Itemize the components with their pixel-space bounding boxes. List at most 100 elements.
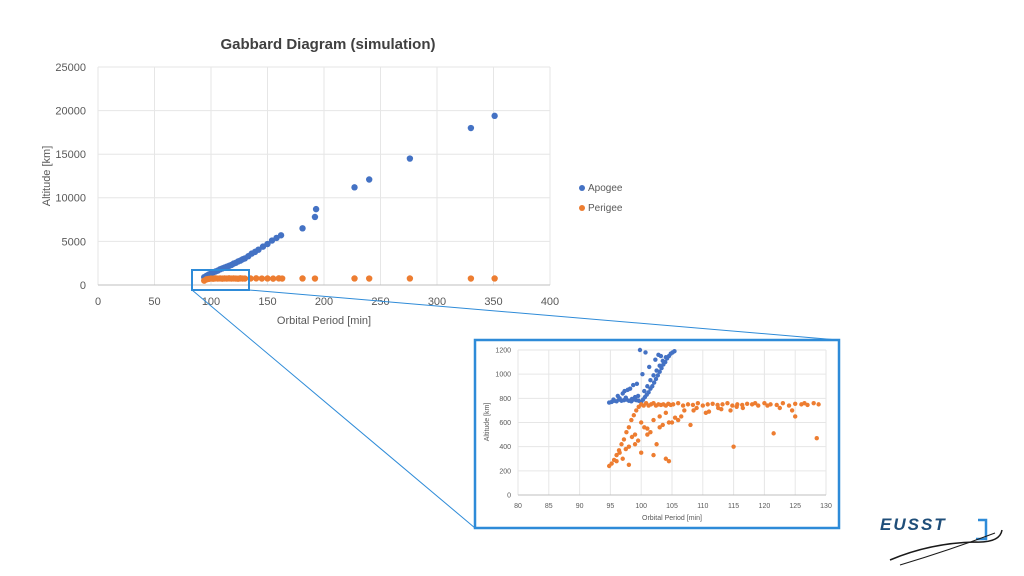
eusst-logo-swoosh-2	[899, 532, 996, 566]
eusst-logo-text: EUSST	[880, 515, 947, 534]
inset-point-perigee	[657, 425, 662, 430]
inset-point-perigee	[663, 410, 669, 416]
inset-point-perigee	[802, 400, 807, 406]
inset-point-perigee	[651, 417, 656, 423]
main-x-tick-label: 0	[95, 296, 101, 308]
inset-point-perigee	[632, 432, 638, 437]
eusst-logo: EUSST	[880, 515, 1003, 566]
inset-point-apogee	[634, 381, 640, 387]
inset-point-apogee	[663, 355, 669, 360]
inset-frame	[473, 338, 841, 530]
main-point-perigee	[366, 275, 373, 282]
inset-point-apogee	[655, 373, 661, 378]
inset-point-apogee	[627, 386, 633, 391]
inset-point-perigee	[756, 403, 761, 408]
legend-perigee-marker	[579, 205, 585, 211]
main-x-ticks: 0 50 100 150 200 250 300 350 400	[95, 296, 559, 308]
main-grid	[97, 66, 551, 286]
inset-point-apogee	[642, 388, 647, 394]
main-point-perigee	[278, 275, 286, 282]
inset-point-perigee	[771, 431, 776, 436]
inset-point-perigee	[626, 462, 632, 467]
inset-y-axis-label: Altitude [km]	[484, 403, 491, 442]
inset-point-perigee	[669, 420, 675, 425]
main-point-perigee	[241, 275, 249, 282]
main-point-perigee	[299, 275, 306, 282]
inset-x-tick-label: 110	[697, 503, 708, 510]
main-point-perigee	[406, 275, 414, 282]
inset-point-perigee	[734, 404, 739, 409]
inset-point-perigee	[793, 401, 798, 406]
inset-point-perigee	[648, 429, 653, 435]
inset-point-perigee	[690, 402, 696, 408]
inset-point-apogee	[630, 382, 636, 388]
inset-y-tick-label: 400	[499, 444, 511, 451]
inset-point-apogee	[656, 352, 661, 358]
inset-point-perigee	[679, 414, 684, 419]
main-point-apogee	[255, 246, 262, 253]
main-point-perigee	[311, 275, 319, 282]
main-x-tick-label: 300	[428, 296, 446, 308]
inset-point-apogee	[615, 393, 620, 399]
eusst-logo-bracket	[976, 518, 988, 541]
inset-point-perigee	[725, 400, 730, 406]
inset-point-perigee	[666, 458, 672, 464]
inset-x-tick-label: 130	[820, 503, 832, 510]
inset-point-apogee	[648, 378, 653, 383]
inset-point-apogee	[611, 397, 616, 402]
main-point-perigee	[253, 275, 260, 282]
main-y-tick-label: 5000	[62, 236, 86, 248]
inset-x-tick-label: 90	[576, 503, 584, 510]
legend: Apogee Perigee	[579, 183, 623, 214]
inset-y-tick-label: 600	[499, 420, 511, 427]
inset-point-apogee	[645, 384, 650, 389]
inset-x-tick-label: 120	[759, 503, 771, 510]
inset-point-perigee	[740, 405, 746, 411]
inset-point-apogee	[653, 376, 659, 382]
inset-y-tick-label: 0	[507, 492, 511, 499]
zoom-connector-lines	[191, 289, 839, 529]
inset-point-perigee	[626, 425, 632, 430]
main-x-tick-label: 50	[148, 296, 160, 308]
inset-point-perigee	[675, 400, 681, 406]
main-point-perigee	[264, 275, 271, 282]
legend-apogee-label: Apogee	[588, 183, 623, 194]
inset-point-apogee	[623, 395, 628, 400]
main-data-points	[201, 112, 498, 284]
inset-point-perigee	[811, 400, 816, 406]
main-point-apogee	[299, 225, 306, 232]
inset-point-perigee	[614, 452, 619, 458]
inset-point-perigee	[629, 417, 634, 423]
inset-point-perigee	[675, 417, 681, 423]
inset-point-perigee	[730, 403, 735, 408]
inset-point-perigee	[691, 408, 696, 413]
inset-point-perigee	[619, 442, 624, 447]
inset-point-apogee	[637, 347, 643, 353]
inset-x-tick-label: 105	[666, 503, 678, 510]
main-x-tick-label: 400	[541, 296, 559, 308]
main-x-tick-label: 200	[315, 296, 333, 308]
inset-point-perigee	[620, 456, 625, 461]
main-point-apogee	[312, 205, 320, 213]
inset-point-apogee	[653, 357, 658, 362]
inset-point-perigee	[617, 450, 622, 455]
inset-point-perigee	[816, 402, 821, 407]
inset-point-perigee	[688, 422, 693, 428]
main-point-apogee	[491, 112, 498, 120]
main-point-apogee	[311, 213, 319, 221]
inset-point-perigee	[631, 413, 637, 418]
inset-point-perigee	[695, 400, 701, 406]
zoom-region-box	[191, 269, 250, 291]
y-axis-label: Altitude [km]	[41, 146, 53, 207]
inset-point-perigee	[762, 400, 767, 406]
inset-point-perigee	[642, 425, 647, 430]
inset-point-perigee	[645, 432, 650, 437]
inset-point-perigee	[700, 403, 705, 408]
inset-point-perigee	[623, 446, 628, 452]
main-x-tick-label: 100	[202, 296, 220, 308]
inset-point-perigee	[621, 437, 627, 442]
inset-point-perigee	[793, 414, 798, 419]
main-x-tick-label: 250	[371, 296, 389, 308]
inset-point-perigee	[680, 403, 686, 408]
inset-point-perigee	[635, 438, 641, 443]
